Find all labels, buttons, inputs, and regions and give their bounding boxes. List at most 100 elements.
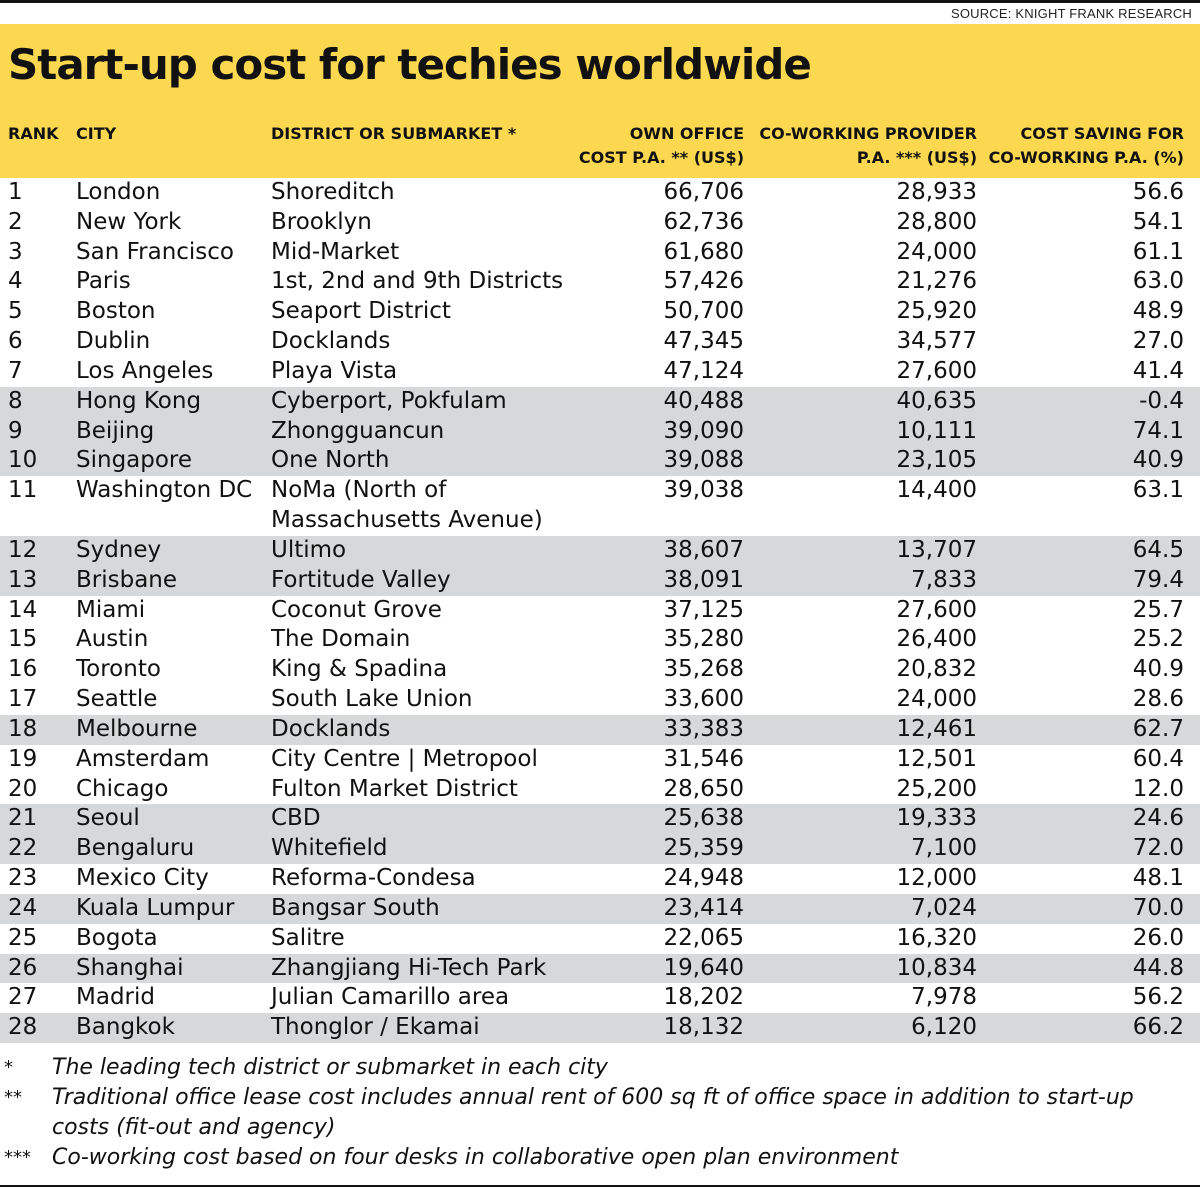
cell-coworking-cost: 12,461 (896, 715, 977, 742)
cell-city: Mexico City (76, 865, 209, 892)
cell-own-office-cost: 28,650 (663, 775, 744, 802)
cell-own-office-cost: 22,065 (663, 924, 744, 951)
cell-city: Dublin (76, 328, 151, 355)
cell-own-office-cost: 38,607 (663, 536, 744, 563)
cell-city: Madrid (76, 984, 155, 1011)
cell-rank: 23 (8, 865, 38, 892)
cell-own-office-cost: 47,124 (663, 357, 744, 384)
cell-cost-saving: 60.4 (1132, 745, 1184, 772)
cell-rank: 9 (8, 417, 23, 444)
cell-coworking-cost: 6,120 (911, 1014, 977, 1041)
table-row: 3 San Francisco Mid-Market 61,680 24,000 61.1 (0, 238, 1200, 268)
cell-coworking-cost: 7,978 (911, 984, 977, 1011)
cell-cost-saving: 74.1 (1132, 417, 1184, 444)
cell-rank: 3 (8, 238, 23, 265)
cell-coworking-cost: 12,501 (896, 745, 977, 772)
cell-city: Beijing (76, 417, 155, 444)
cell-cost-saving: 24.6 (1132, 805, 1184, 832)
table-row: 19 Amsterdam City Centre | Metropool 31,546… (0, 745, 1200, 775)
cell-cost-saving: 27.0 (1132, 328, 1184, 355)
cell-cost-saving: 40.9 (1132, 447, 1184, 474)
header-district: DISTRICT OR SUBMARKET * (271, 124, 517, 143)
cell-cost-saving: 41.4 (1132, 357, 1184, 384)
cell-coworking-cost: 16,320 (896, 924, 977, 951)
cell-rank: 19 (8, 745, 38, 772)
cell-coworking-cost: 10,111 (896, 417, 977, 444)
table-header: RANK CITY DISTRICT OR SUBMARKET * OWN OF… (0, 112, 1200, 178)
footnote-mark: *** (4, 1147, 31, 1168)
header-rank: RANK (8, 124, 59, 143)
cell-district: Julian Camarillo area (271, 984, 510, 1011)
cell-own-office-cost: 61,680 (663, 238, 744, 265)
cell-own-office-cost: 62,736 (663, 208, 744, 235)
table-row: 18 Melbourne Docklands 33,383 12,461 62.7 (0, 714, 1200, 745)
cell-cost-saving: 25.2 (1132, 626, 1184, 653)
cell-coworking-cost: 27,600 (896, 357, 977, 384)
cell-district: Whitefield (271, 835, 388, 862)
cell-district: Fulton Market District (271, 775, 518, 802)
cell-cost-saving: 64.5 (1132, 536, 1184, 563)
cell-coworking-cost: 12,000 (896, 865, 977, 892)
table-row: 20 Chicago Fulton Market District 28,650 25,… (0, 775, 1200, 805)
cell-cost-saving: 70.0 (1132, 894, 1184, 921)
cell-district-line2: Massachusetts Avenue) (271, 507, 543, 534)
cell-city: Miami (76, 596, 146, 623)
cell-city: Seoul (76, 805, 140, 832)
cell-rank: 26 (8, 954, 38, 981)
cell-rank: 25 (8, 924, 38, 951)
cell-city: New York (76, 208, 182, 235)
cell-own-office-cost: 37,125 (663, 596, 744, 623)
cell-rank: 22 (8, 835, 38, 862)
table-row: 1 London Shoreditch 66,706 28,933 56.6 (0, 178, 1200, 208)
cell-rank: 17 (8, 686, 38, 713)
cell-own-office-cost: 25,638 (663, 805, 744, 832)
cell-district: King & Spadina (271, 656, 448, 683)
cell-city: Paris (76, 268, 131, 295)
cell-district: 1st, 2nd and 9th Districts (271, 268, 564, 295)
cell-city: Brisbane (76, 566, 178, 593)
footnote-mark: ** (4, 1087, 22, 1108)
cell-rank: 15 (8, 626, 38, 653)
cell-district: The Domain (271, 626, 411, 653)
cell-district: South Lake Union (271, 686, 473, 713)
cell-own-office-cost: 39,088 (663, 447, 744, 474)
cell-rank: 8 (8, 387, 23, 414)
cell-cost-saving: 63.0 (1132, 268, 1184, 295)
cell-rank: 20 (8, 775, 38, 802)
cell-coworking-cost: 28,800 (896, 208, 977, 235)
cell-rank: 10 (8, 447, 38, 474)
cell-rank: 28 (8, 1014, 38, 1041)
chart-title: Start-up cost for techies worldwide (8, 40, 812, 89)
table-row: 13 Brisbane Fortitude Valley 38,091 7,833 79.… (0, 565, 1200, 596)
table-row: 16 Toronto King & Spadina 35,268 20,832 40.9 (0, 655, 1200, 685)
cell-coworking-cost: 20,832 (896, 656, 977, 683)
cell-own-office-cost: 33,600 (663, 686, 744, 713)
cell-rank: 27 (8, 984, 38, 1011)
cell-coworking-cost: 7,024 (911, 894, 977, 921)
cell-cost-saving: -0.4 (1139, 387, 1184, 414)
cell-cost-saving: 72.0 (1132, 835, 1184, 862)
cell-city: Shanghai (76, 954, 184, 981)
bottom-rule (0, 1185, 1200, 1187)
cell-cost-saving: 48.1 (1132, 865, 1184, 892)
cell-city: Sydney (76, 536, 162, 563)
header-cowork-line2: P.A. *** (US$) (856, 148, 977, 167)
cell-city: Singapore (76, 447, 193, 474)
table-row: 27 Madrid Julian Camarillo area 18,202 7,978… (0, 983, 1200, 1013)
cell-own-office-cost: 39,038 (663, 477, 744, 504)
table-row: 25 Bogota Salitre 22,065 16,320 26.0 (0, 924, 1200, 954)
cell-rank: 13 (8, 566, 38, 593)
cell-rank: 11 (8, 477, 38, 504)
cell-city: Toronto (76, 656, 161, 683)
cell-rank: 14 (8, 596, 38, 623)
cell-district: Salitre (271, 924, 345, 951)
table-row: 8 Hong Kong Cyberport, Pokfulam 40,488 40,63… (0, 386, 1200, 417)
table-row: 7 Los Angeles Playa Vista 47,124 27,600 41.4 (0, 357, 1200, 387)
cell-district: Mid-Market (271, 238, 400, 265)
footnote-text: The leading tech district or submarket i… (52, 1055, 608, 1080)
cell-coworking-cost: 21,276 (896, 268, 977, 295)
cell-coworking-cost: 24,000 (896, 238, 977, 265)
header-own-line1: OWN OFFICE (629, 124, 744, 143)
cell-own-office-cost: 18,202 (663, 984, 744, 1011)
footnote-text: Traditional office lease cost includes a… (52, 1085, 1134, 1140)
